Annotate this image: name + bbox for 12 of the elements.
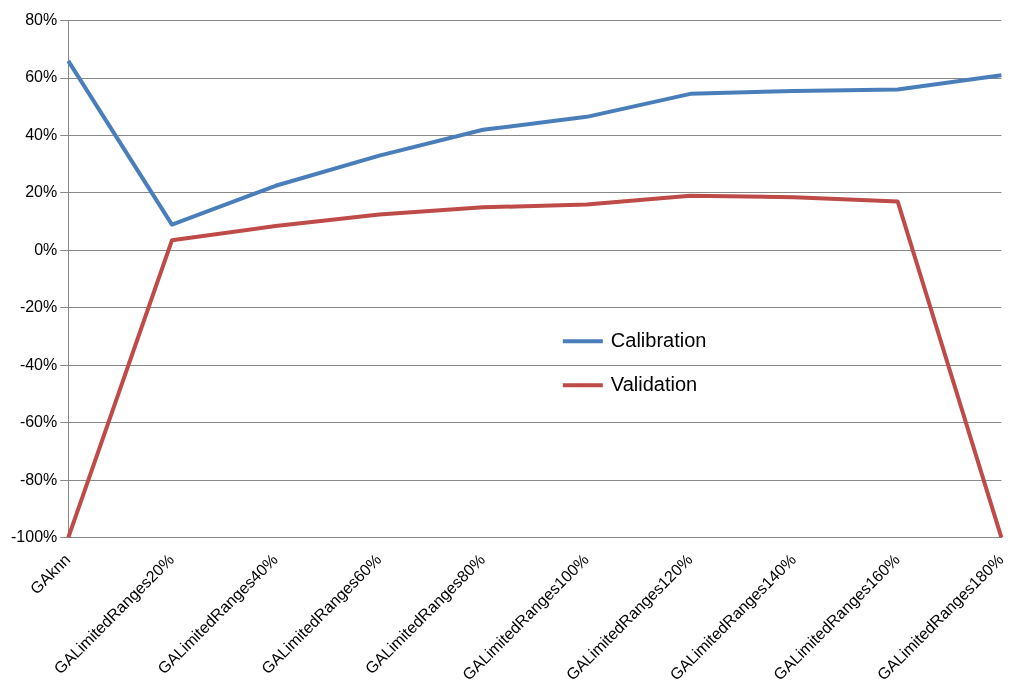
y-tick-label: 60% xyxy=(25,68,58,86)
y-tick-label: -100% xyxy=(11,528,58,546)
legend-label: Validation xyxy=(610,372,698,395)
legend-label: Calibration xyxy=(610,328,707,351)
y-tick-label: -60% xyxy=(19,413,58,431)
y-tick-label: 80% xyxy=(25,11,58,29)
y-tick-label: 20% xyxy=(25,183,58,201)
y-tick-label: -40% xyxy=(19,355,58,373)
y-tick-label: -80% xyxy=(19,470,58,488)
y-tick-label: -20% xyxy=(19,298,58,316)
y-tick-label: 40% xyxy=(25,125,58,143)
y-tick-label: 0% xyxy=(34,240,58,258)
